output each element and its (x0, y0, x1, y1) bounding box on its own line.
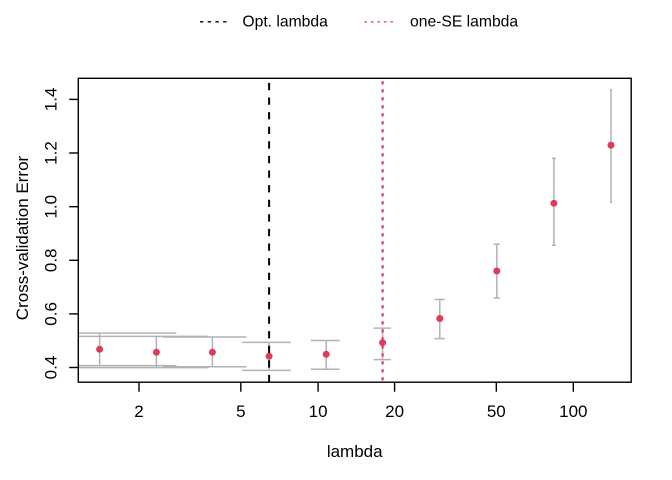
svg-text:Opt. lambda: Opt. lambda (242, 14, 328, 31)
svg-text:0.8: 0.8 (42, 248, 61, 272)
svg-text:Cross-validation Error: Cross-validation Error (13, 155, 32, 320)
svg-text:20: 20 (385, 402, 404, 421)
svg-text:1.2: 1.2 (42, 141, 61, 165)
svg-text:1.4: 1.4 (42, 88, 61, 112)
svg-text:2: 2 (134, 402, 143, 421)
svg-text:0.6: 0.6 (42, 302, 61, 326)
svg-text:one-SE lambda: one-SE lambda (410, 14, 518, 31)
svg-text:1.0: 1.0 (42, 195, 61, 219)
svg-text:5: 5 (236, 402, 245, 421)
svg-text:50: 50 (487, 402, 506, 421)
svg-text:100: 100 (559, 402, 587, 421)
svg-text:lambda: lambda (327, 442, 383, 461)
svg-text:0.4: 0.4 (42, 356, 61, 380)
svg-text:10: 10 (309, 402, 328, 421)
